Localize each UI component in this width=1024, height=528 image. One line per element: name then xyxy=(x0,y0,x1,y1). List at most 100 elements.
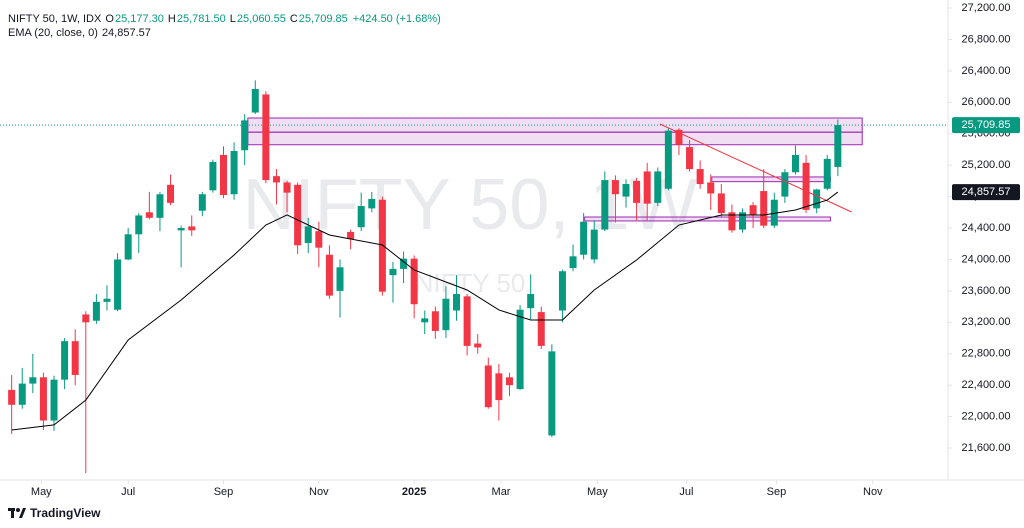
candle-body xyxy=(283,182,291,193)
y-tick-label: 23,200.00 xyxy=(962,316,1011,328)
candle-body xyxy=(124,234,132,260)
ema-price-box xyxy=(952,184,1020,201)
candle-body xyxy=(103,298,111,302)
candle-body xyxy=(431,311,439,331)
y-tick-label: 23,600.00 xyxy=(962,285,1011,297)
y-tick-label: 25,200.00 xyxy=(962,159,1011,171)
candle-body xyxy=(664,130,672,189)
candle-body xyxy=(198,194,206,211)
candle-body xyxy=(61,341,69,380)
brand: TradingView xyxy=(30,506,101,520)
candle-body xyxy=(728,212,736,231)
candle-body xyxy=(410,258,418,305)
candle-body xyxy=(781,172,789,197)
legend: NIFTY 50, 1W, IDX O25,177.30 H25,781.50 L2… xyxy=(8,12,442,40)
x-tick-label: Nov xyxy=(309,486,329,498)
last-price-box xyxy=(952,117,1020,134)
candle-body xyxy=(336,267,344,291)
ohlc-legend: O25,177.30 H25,781.50 L25,060.55 C25,709.85 xyxy=(105,13,351,25)
candle-body xyxy=(82,314,90,323)
y-tick-label: 22,000.00 xyxy=(962,410,1011,422)
candle-body xyxy=(791,154,799,173)
candle-body xyxy=(421,318,429,323)
x-tick-label: Jul xyxy=(679,486,693,498)
candle-body xyxy=(686,147,694,170)
ema-row: EMA (20, close, 0) 24,857.57 xyxy=(8,26,442,40)
footer: TradingView xyxy=(8,506,100,520)
candle-body xyxy=(8,389,16,405)
legend-key: H xyxy=(167,13,176,25)
zone xyxy=(711,176,831,183)
x-tick-label: 2025 xyxy=(402,486,426,498)
candle-body xyxy=(50,379,58,421)
legend-key: O xyxy=(105,13,114,25)
candle-body xyxy=(760,191,768,226)
candle-body xyxy=(823,158,831,189)
candle-body xyxy=(325,254,333,296)
candle-body xyxy=(484,365,492,408)
candle-body xyxy=(548,351,556,436)
y-tick-label: 21,600.00 xyxy=(962,442,1011,454)
x-tick-label: Jul xyxy=(121,486,135,498)
candle-body xyxy=(368,198,376,209)
y-tick-label: 22,800.00 xyxy=(962,348,1011,360)
y-tick-label: 22,400.00 xyxy=(962,379,1011,391)
candle-body xyxy=(294,184,302,246)
zone xyxy=(247,131,863,146)
ema-value: 24,857.57 xyxy=(101,27,151,39)
ema-name: EMA (20, close, 0) xyxy=(8,27,98,39)
watermark-sub: NIFTY 50 xyxy=(415,268,526,298)
logo xyxy=(8,508,26,518)
candle-body xyxy=(739,212,747,230)
candle-body xyxy=(802,162,810,210)
y-tick-label: 24,000.00 xyxy=(962,253,1011,265)
symbol: NIFTY 50, 1W, IDX xyxy=(8,13,102,25)
candle-body xyxy=(18,383,26,405)
zone xyxy=(584,216,831,222)
candle-body xyxy=(633,180,641,203)
candle-body xyxy=(230,151,238,195)
candle-body xyxy=(601,180,609,230)
candle-body xyxy=(357,206,365,228)
y-tick-label: 26,000.00 xyxy=(962,96,1011,108)
candle-body xyxy=(834,125,842,167)
candle-body xyxy=(29,377,37,384)
candle-body xyxy=(558,271,566,311)
trendline xyxy=(659,123,852,213)
candle-body xyxy=(92,301,100,321)
candle-body xyxy=(505,377,513,386)
candle-body xyxy=(145,212,153,218)
legend-value: 25,060.55 xyxy=(236,13,286,25)
y-tick-label: 26,800.00 xyxy=(962,33,1011,45)
legend-value: 25,781.50 xyxy=(176,13,226,25)
candle-body xyxy=(474,343,482,348)
y-tick-label: 27,200.00 xyxy=(962,2,1011,14)
change: +424.50 (+1.68%) xyxy=(352,13,441,25)
ema-line xyxy=(11,191,839,431)
candle-body xyxy=(219,154,227,196)
candle-body xyxy=(611,180,619,195)
candle-body xyxy=(39,377,47,421)
candle-body xyxy=(717,193,725,214)
candle-body xyxy=(622,184,630,197)
legend-key: L xyxy=(229,13,236,25)
candle-body xyxy=(135,215,143,235)
candle-body xyxy=(569,256,577,269)
candle-body xyxy=(654,171,662,203)
candle-body xyxy=(71,341,79,375)
candle-body xyxy=(262,94,270,181)
candle-body xyxy=(272,176,280,183)
candle-body xyxy=(453,294,461,311)
legend-value: 25,177.30 xyxy=(114,13,164,25)
candle-body xyxy=(643,171,651,204)
candle-body xyxy=(749,205,757,216)
candle-body xyxy=(251,88,259,113)
x-tick-label: May xyxy=(31,486,52,498)
candle-body xyxy=(442,298,450,331)
x-tick-label: Mar xyxy=(492,486,511,498)
candle-body xyxy=(537,312,545,346)
candle-body xyxy=(675,129,683,145)
legend-value: 25,709.85 xyxy=(298,13,348,25)
